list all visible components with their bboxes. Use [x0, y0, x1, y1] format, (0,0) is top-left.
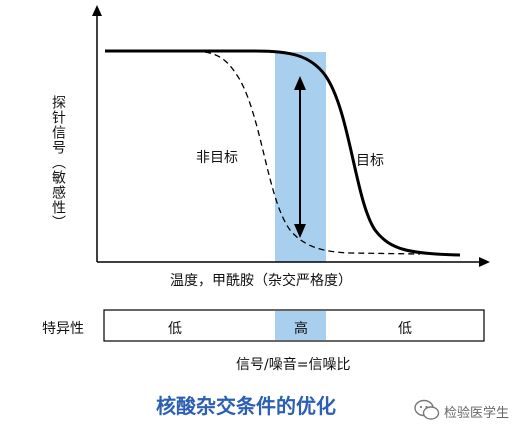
- non-target-label: 非目标: [196, 150, 238, 166]
- specificity-bar-box: [103, 309, 485, 342]
- specificity-low-left: 低: [168, 321, 182, 337]
- specificity-label: 特异性: [42, 321, 84, 337]
- non-target-curve: [105, 50, 421, 255]
- specificity-high-band: [275, 311, 326, 340]
- specificity-low-right: 低: [398, 321, 412, 337]
- target-label: 目标: [356, 153, 384, 169]
- arrowhead-down: [294, 224, 306, 238]
- caption: 核酸杂交条件的优化: [156, 394, 336, 418]
- target-curve: [105, 49, 461, 257]
- snr-label: 信号/噪音=信噪比: [236, 357, 351, 373]
- x-axis-label: 温度，甲酰胺（杂交严格度）: [170, 273, 352, 289]
- arrowhead-up: [294, 76, 306, 90]
- watermark: 检验医学生: [444, 406, 510, 421]
- wechat-icon: [414, 399, 440, 420]
- specificity-high: 高: [294, 321, 308, 337]
- y-axis-arrowhead: [92, 5, 102, 16]
- y-axis-label: 探针信号（敏感性）: [50, 94, 66, 230]
- x-axis-arrowhead: [479, 257, 490, 267]
